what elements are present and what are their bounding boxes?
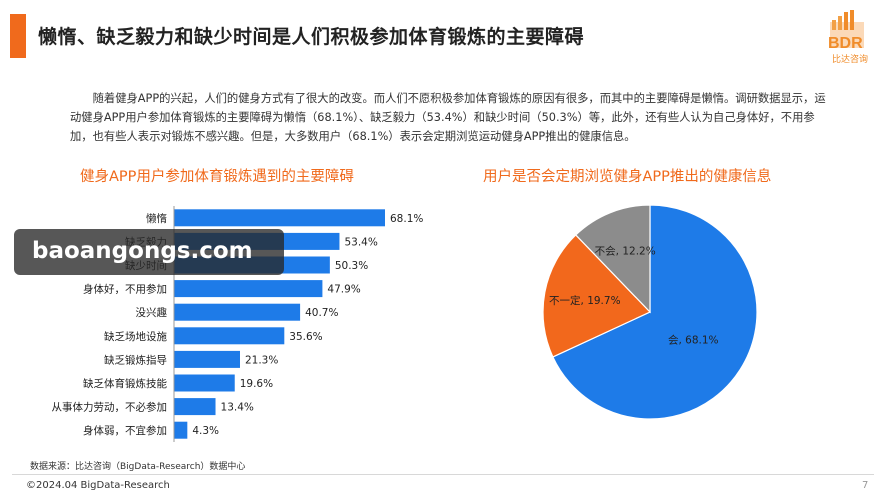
bar-value-label: 21.3% (245, 354, 278, 366)
title-accent-bar (10, 14, 26, 58)
bar-value-label: 40.7% (305, 307, 338, 319)
bar-value-label: 68.1% (390, 213, 423, 225)
bar (174, 209, 385, 227)
bar (174, 350, 240, 368)
bar (174, 374, 235, 392)
intro-paragraph: 随着健身APP的兴起，人们的健身方式有了很大的改变。而人们不愿积极参加体育锻炼的… (70, 92, 826, 143)
bar-category-label: 懒惰 (146, 212, 167, 225)
bar-category-label: 缺乏锻炼指导 (104, 353, 167, 366)
bar-category-label: 没兴趣 (136, 306, 168, 319)
pie-slice-label: 不会, 12.2% (595, 244, 656, 257)
bar-value-label: 50.3% (335, 260, 368, 272)
bdr-logo-icon: BDR (828, 10, 864, 52)
bar-category-label: 身体好，不用参加 (83, 283, 167, 296)
copyright: ©2024.04 BigData-Research (26, 480, 170, 491)
logo-text: BDR (828, 35, 863, 52)
bar-value-label: 53.4% (344, 236, 377, 248)
pie-slice (574, 204, 651, 314)
bar-value-label: 35.6% (289, 331, 322, 343)
bar-category-label: 身体弱，不宜参加 (83, 424, 167, 437)
bar (174, 398, 216, 416)
watermark-background (14, 229, 284, 275)
bar (174, 280, 323, 298)
bar-category-label: 缺乏场地设施 (104, 330, 167, 343)
bar (174, 303, 301, 321)
bar-category-label: 缺乏体育锻炼技能 (83, 377, 167, 390)
pie-slice-label: 会, 68.1% (668, 334, 719, 347)
watermark-text: baoangongs.com (32, 238, 253, 264)
pie-slice-label: 不一定, 19.7% (549, 294, 621, 307)
page-number: 7 (862, 480, 869, 491)
bar (174, 327, 285, 345)
pie-slice (542, 234, 652, 358)
footer-divider (12, 474, 874, 475)
bar-value-label: 19.6% (240, 378, 273, 390)
page-title: 懒惰、缺乏毅力和缺少时间是人们积极参加体育锻炼的主要障碍 (38, 26, 585, 48)
logo-subtitle: 比达咨询 (832, 55, 869, 65)
pie-chart-title: 用户是否会定期浏览健身APP推出的健康信息 (483, 169, 772, 185)
bar-value-label: 47.9% (327, 284, 360, 296)
pie-slice (552, 204, 758, 420)
bar-value-label: 13.4% (221, 402, 254, 414)
data-source-note: 数据来源：比达咨询（BigData-Research）数据中心 (30, 462, 246, 472)
bar (174, 421, 188, 439)
bar-chart-title: 健身APP用户参加体育锻炼遇到的主要障碍 (80, 169, 354, 185)
bar-value-label: 4.3% (192, 425, 219, 437)
bar-category-label: 从事体力劳动，不必参加 (52, 401, 168, 414)
